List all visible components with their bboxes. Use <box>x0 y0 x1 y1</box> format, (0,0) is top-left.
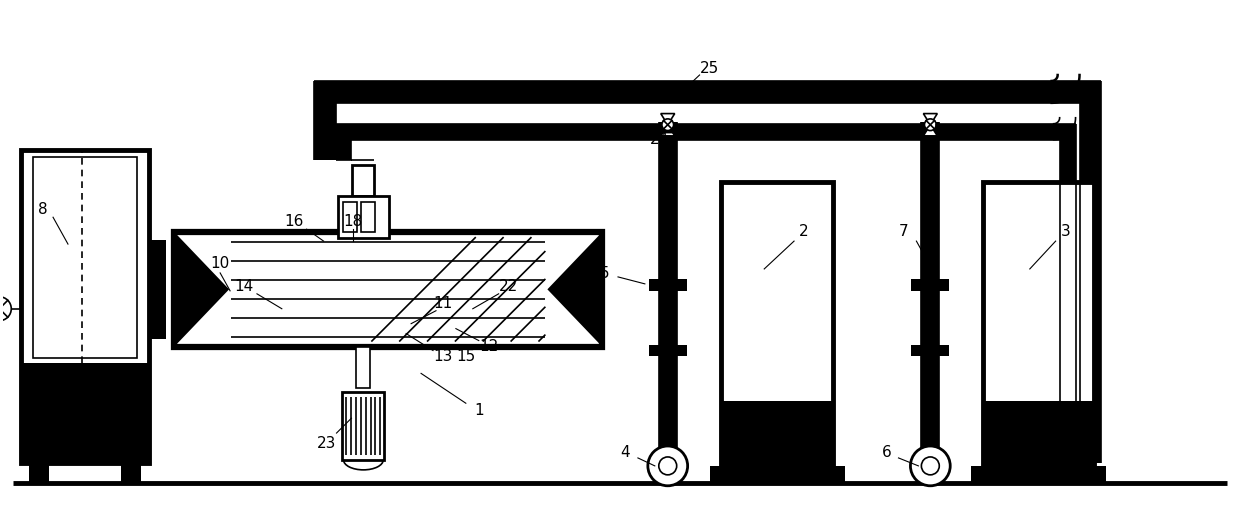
Circle shape <box>662 119 673 131</box>
Bar <box>33 157 136 359</box>
Text: 9: 9 <box>180 250 190 265</box>
Bar <box>361 202 376 232</box>
Bar <box>120 463 140 483</box>
Text: 16: 16 <box>284 214 304 229</box>
Text: 10: 10 <box>211 256 229 271</box>
Bar <box>21 363 149 463</box>
Circle shape <box>647 446 688 486</box>
Bar <box>337 196 389 238</box>
Bar <box>983 182 1095 466</box>
Text: 7: 7 <box>899 224 908 239</box>
Bar <box>342 392 384 460</box>
Text: 1: 1 <box>474 403 484 418</box>
Bar <box>336 124 1075 140</box>
Polygon shape <box>175 232 229 347</box>
Bar <box>336 140 351 159</box>
Text: 2: 2 <box>800 224 808 239</box>
Polygon shape <box>661 114 675 125</box>
Circle shape <box>658 457 677 475</box>
Bar <box>30 463 50 483</box>
Text: 3: 3 <box>1060 224 1070 239</box>
Bar <box>343 202 357 232</box>
Polygon shape <box>547 232 603 347</box>
Text: 15: 15 <box>456 349 475 364</box>
Polygon shape <box>924 114 937 125</box>
Bar <box>658 122 677 448</box>
Text: 23: 23 <box>317 435 336 450</box>
Bar <box>722 401 833 466</box>
Bar <box>921 122 939 448</box>
Bar <box>983 401 1095 466</box>
Text: 5: 5 <box>600 266 610 281</box>
Text: 22: 22 <box>498 279 518 294</box>
Bar <box>352 165 374 196</box>
Text: 13: 13 <box>433 349 453 364</box>
Bar <box>149 240 166 338</box>
Text: 14: 14 <box>234 279 254 294</box>
Text: 8: 8 <box>38 202 48 217</box>
Text: 25: 25 <box>699 61 719 76</box>
Bar <box>911 279 950 291</box>
Circle shape <box>0 297 11 321</box>
Circle shape <box>921 457 939 475</box>
Bar <box>722 182 833 466</box>
Polygon shape <box>661 125 675 136</box>
Circle shape <box>925 119 936 131</box>
Text: 12: 12 <box>479 339 498 354</box>
Text: 4: 4 <box>620 445 630 460</box>
Bar <box>1080 103 1101 463</box>
Text: 11: 11 <box>433 296 453 311</box>
Text: 18: 18 <box>343 214 363 229</box>
Bar <box>649 279 687 291</box>
Bar <box>709 466 844 483</box>
Bar <box>649 345 687 357</box>
Bar <box>21 149 149 463</box>
Bar <box>314 103 336 159</box>
Text: 24: 24 <box>650 132 670 147</box>
Polygon shape <box>924 125 937 136</box>
Bar <box>356 347 371 388</box>
Bar <box>971 466 1106 483</box>
Bar <box>911 345 950 357</box>
Bar <box>314 81 1101 103</box>
Text: 6: 6 <box>882 445 892 460</box>
Circle shape <box>910 446 950 486</box>
Bar <box>1060 140 1075 463</box>
Bar <box>175 232 603 347</box>
